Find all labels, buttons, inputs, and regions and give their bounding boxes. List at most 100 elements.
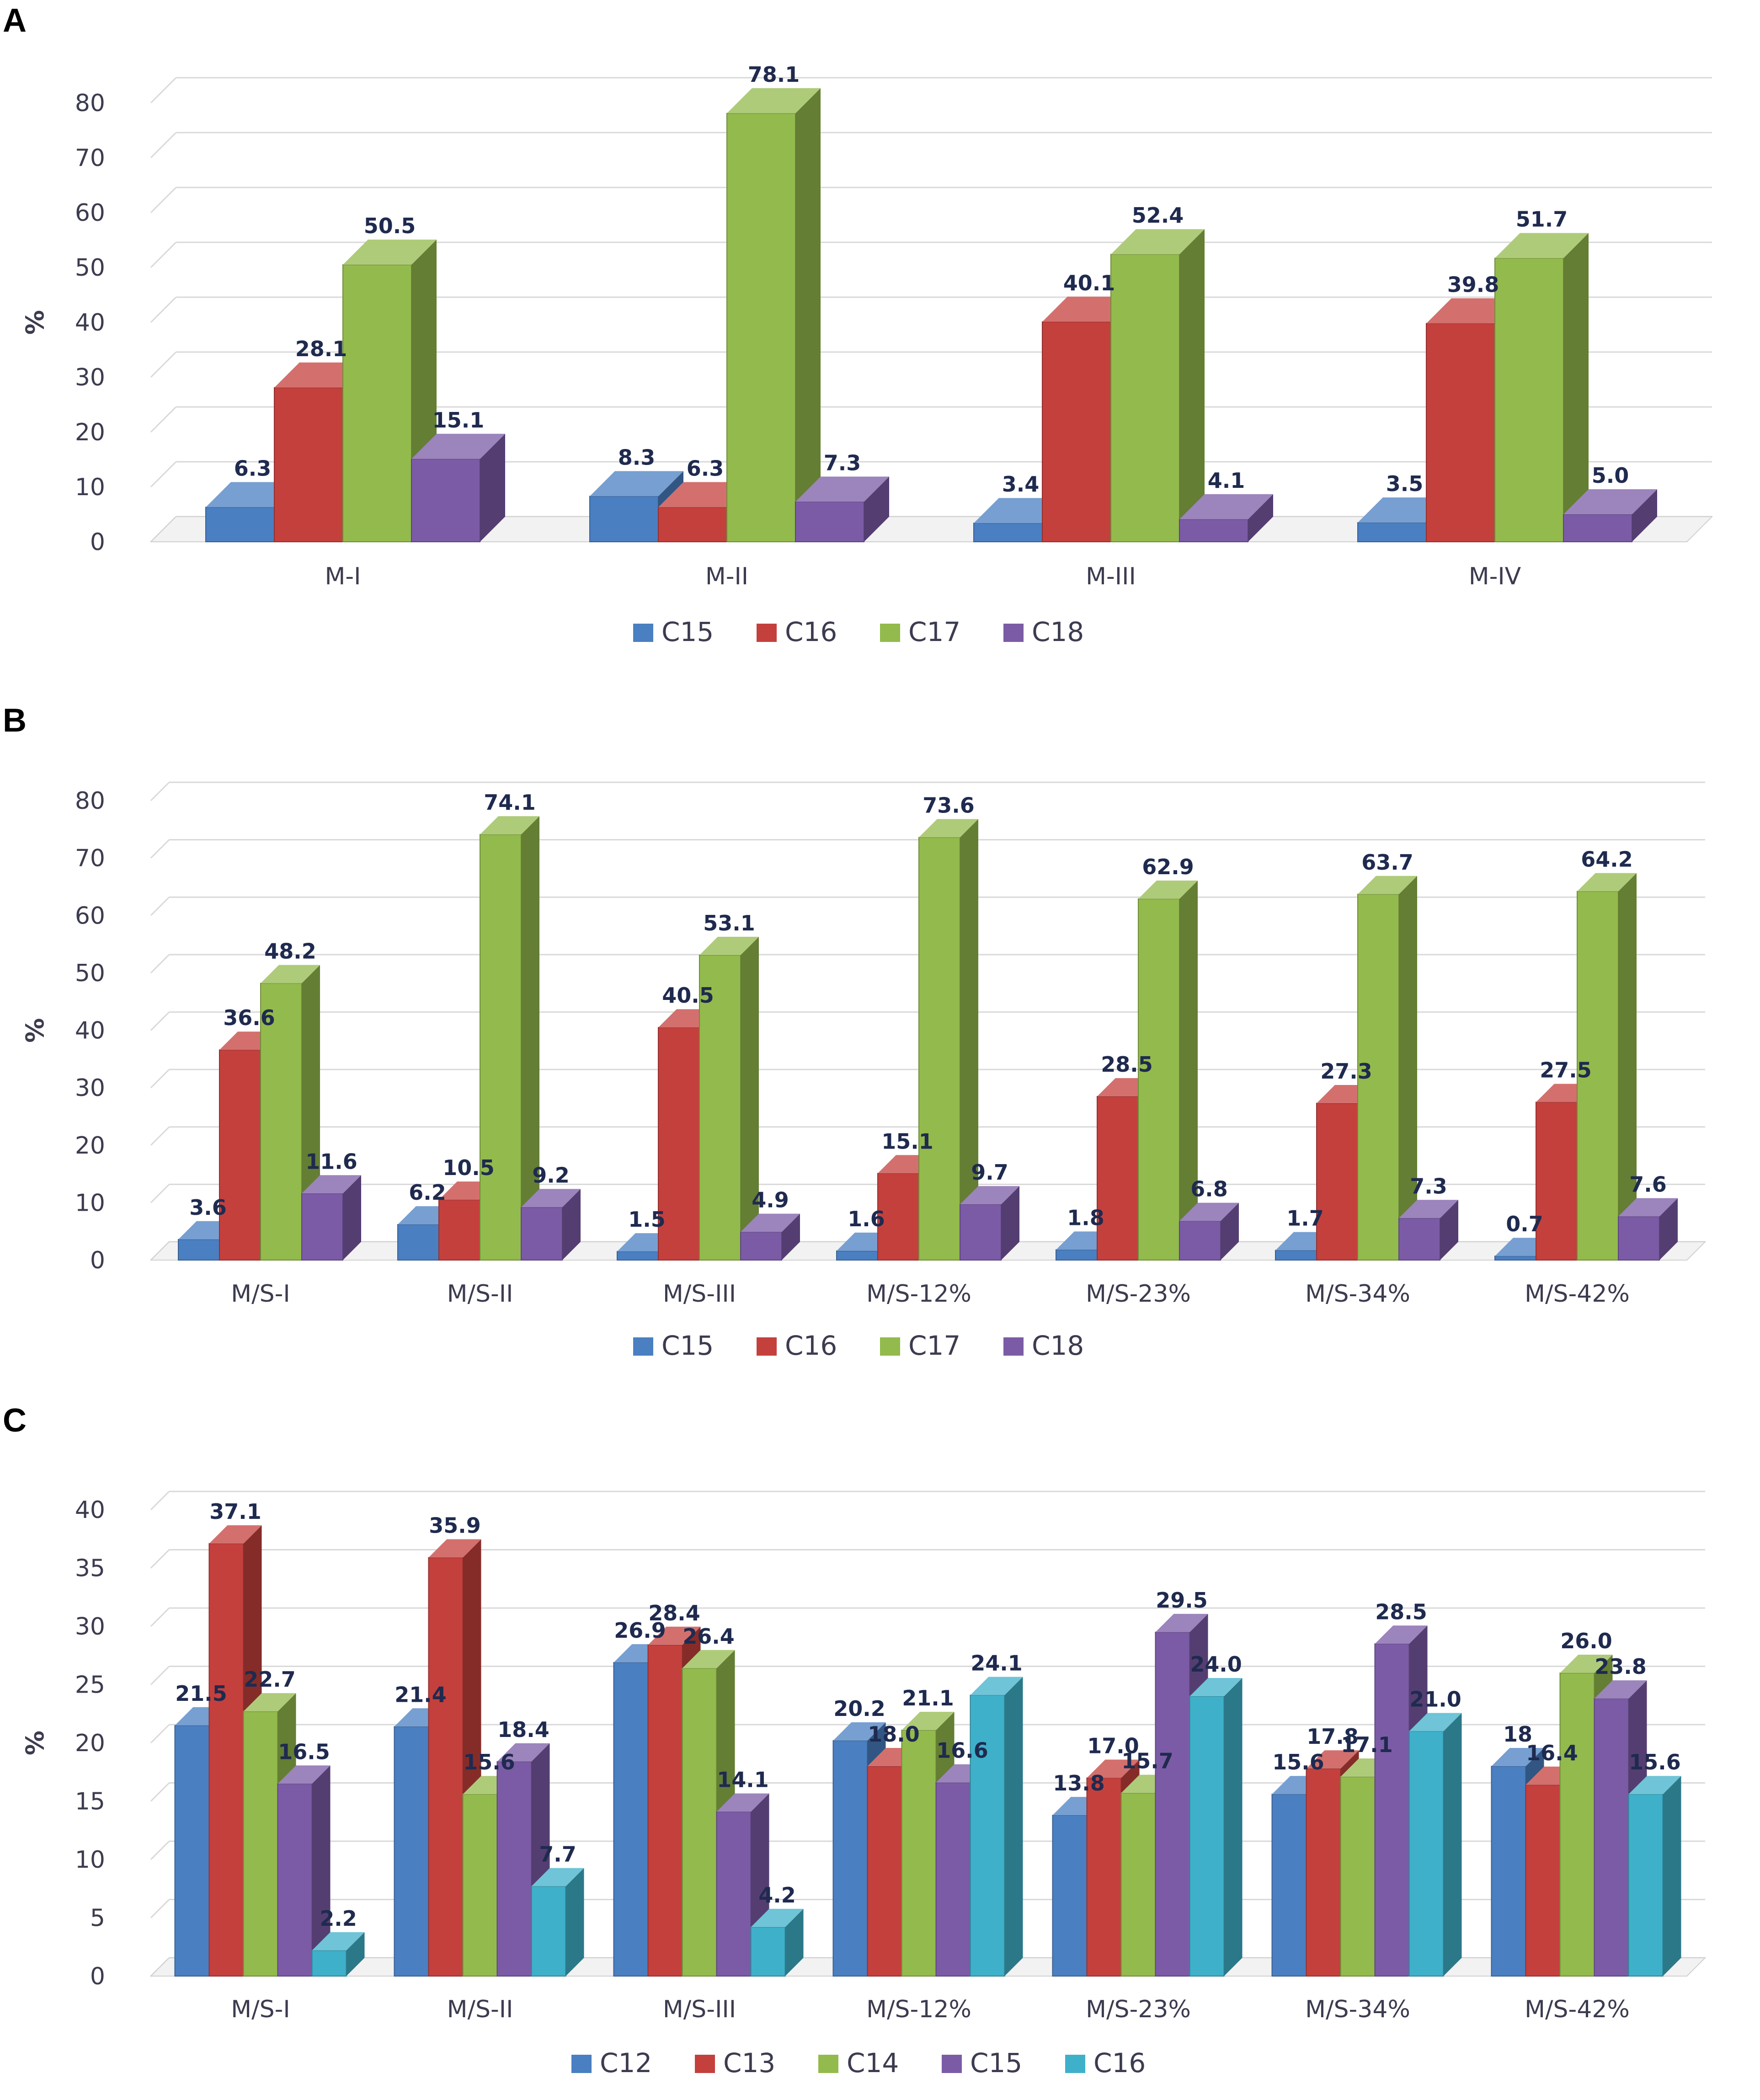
data-label: 18.4 [497, 1717, 549, 1742]
bar-front [521, 1207, 563, 1261]
y-tick-label: 10 [75, 1846, 105, 1874]
gridline-side [150, 1666, 170, 1685]
bar-front [1491, 1766, 1526, 1977]
data-label: 73.6 [923, 793, 975, 818]
bar-front [1340, 1776, 1376, 1977]
legend-label: C15 [661, 616, 714, 647]
bar-front [1559, 1673, 1595, 1977]
data-label: 27.5 [1540, 1058, 1592, 1083]
bar-c17-mi [342, 240, 437, 542]
bar-front [1316, 1103, 1358, 1261]
data-label: 24.0 [1190, 1652, 1242, 1677]
y-tick-label: 20 [75, 1132, 105, 1160]
data-label: 7.3 [1410, 1174, 1447, 1198]
data-label: 9.7 [971, 1160, 1008, 1185]
data-label: 26.4 [683, 1624, 735, 1649]
bar-front [428, 1557, 464, 1977]
legend-swatch [942, 2055, 962, 2073]
bar-c17-msiii [699, 936, 759, 1261]
bar-top [261, 965, 320, 983]
data-label: 15.1 [432, 408, 485, 433]
data-label: 1.6 [848, 1207, 885, 1231]
legend-item-c18: C18 [1003, 1330, 1084, 1361]
bar-front [274, 387, 343, 542]
data-label: 4.2 [758, 1883, 796, 1908]
bar-side [1659, 1198, 1678, 1260]
bar-side [741, 936, 759, 1260]
bar-front [1086, 1777, 1122, 1977]
x-tick-label: M/S-23% [1086, 1280, 1191, 1308]
x-tick-label: M/S-I [231, 1996, 290, 2023]
data-label: 26.0 [1560, 1629, 1612, 1653]
gridline-side [150, 1126, 170, 1146]
data-label: 21.4 [395, 1682, 447, 1707]
bar-front [342, 264, 412, 542]
bar-top [1495, 233, 1589, 258]
bar-front [496, 1761, 532, 1977]
bar-side [1224, 1678, 1243, 1976]
data-label: 62.9 [1142, 855, 1194, 879]
gridline-side [150, 461, 177, 488]
x-tick-label: M/S-34% [1305, 1280, 1410, 1308]
gridline-side [150, 1491, 170, 1511]
bar-side [782, 1213, 800, 1260]
gridline-side [150, 77, 177, 104]
bar-front [1179, 1220, 1221, 1261]
bar-front [867, 1766, 902, 1977]
y-tick-label: 40 [75, 1017, 105, 1045]
x-tick-label: M/S-42% [1525, 1280, 1630, 1308]
bar-side [1399, 876, 1417, 1260]
bar-top [1179, 1202, 1239, 1221]
legend-item-c15: C15 [633, 1330, 714, 1361]
bar-front [1271, 1794, 1307, 1977]
x-tick-label: M/S-II [447, 1280, 513, 1308]
bar-front [1577, 891, 1619, 1261]
data-label: 15.6 [463, 1750, 515, 1774]
bar-front [1110, 254, 1180, 542]
gridline-side [150, 1549, 170, 1569]
gridline-side [150, 954, 170, 973]
bar-side [562, 1189, 581, 1260]
data-label: 27.3 [1320, 1059, 1372, 1084]
bar-top [1628, 1776, 1681, 1795]
bar-chart-c: 0 5 10 15 20 25 30 35 40% M/S-I M/S-II M/S-III M/S-1… [21, 1491, 1707, 2079]
y-tick-label: 30 [75, 1613, 105, 1640]
bar-front [1306, 1768, 1341, 1977]
bar-front [462, 1794, 498, 1977]
gridline-side [150, 351, 177, 378]
bar-top [1179, 494, 1273, 519]
bar-top [648, 1626, 701, 1645]
data-label: 28.5 [1375, 1599, 1427, 1624]
y-tick-label: 0 [90, 1247, 105, 1274]
bar-front [901, 1729, 937, 1977]
x-tick-label: M/S-II [447, 1996, 513, 2023]
data-label: 17.1 [1341, 1732, 1393, 1757]
x-tick-label: M-III [1086, 563, 1136, 590]
bar-side [480, 433, 505, 542]
data-label: 7.3 [824, 450, 861, 475]
bar-front [970, 1694, 1005, 1977]
bar-c17-ms34 [1357, 876, 1417, 1261]
data-label: 22.7 [244, 1667, 296, 1692]
data-label: 1.8 [1067, 1205, 1104, 1230]
gridline-side [150, 1069, 170, 1089]
y-tick-label: 40 [75, 1496, 105, 1524]
bar-top [531, 1868, 584, 1886]
bar-c18-miii [1179, 494, 1273, 543]
bar-top [411, 433, 505, 459]
data-label: 14.1 [717, 1767, 769, 1792]
bar-c16-ms12 [970, 1677, 1023, 1977]
legend-item-c14: C14 [818, 2047, 899, 2079]
y-tick-label: 60 [75, 902, 105, 930]
bar-front [394, 1726, 429, 1977]
bar-c17-ms12 [918, 819, 978, 1261]
bar-front [1275, 1250, 1317, 1261]
legend-label: C16 [785, 616, 837, 647]
bar-side [960, 819, 978, 1260]
data-label: 37.1 [209, 1499, 261, 1524]
bar-chart-a: 0 10 20 30 40 50 60 70 80% M-I M-II M-III M-IV 6.3 28.… [21, 62, 1713, 647]
legend-label: C17 [908, 616, 960, 647]
bar-top [1375, 1625, 1428, 1644]
data-label: 18.0 [868, 1722, 920, 1747]
bar-top [1560, 1655, 1613, 1673]
